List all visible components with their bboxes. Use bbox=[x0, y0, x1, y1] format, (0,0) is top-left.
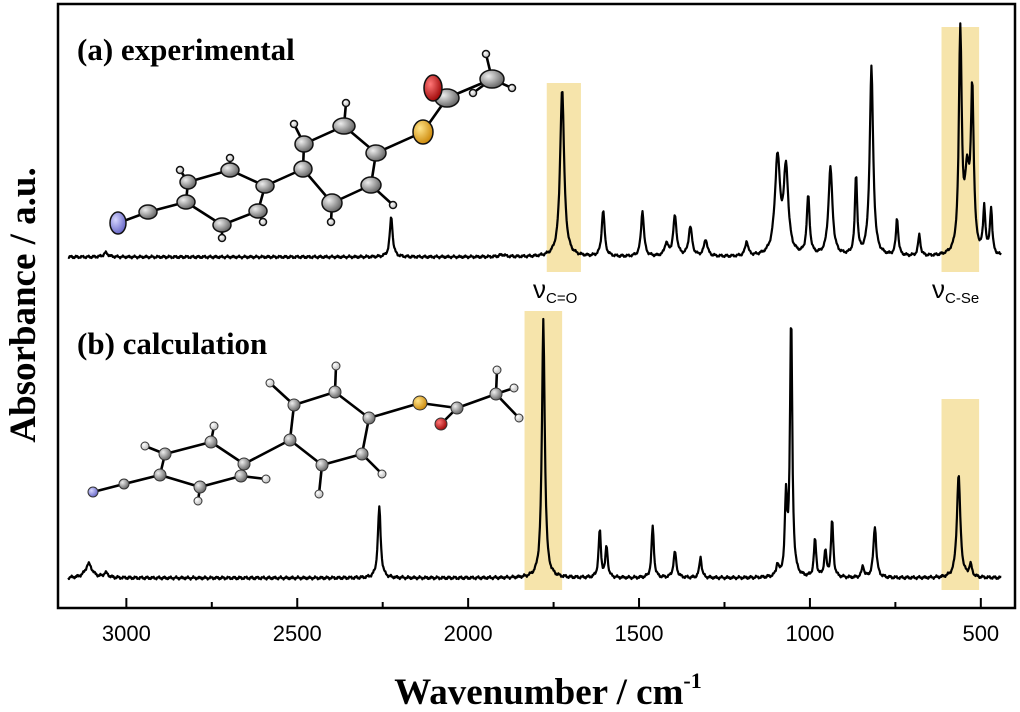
plot-frame bbox=[56, 2, 1017, 610]
x-tick-label: 2500 bbox=[273, 621, 322, 646]
series-title-experimental: (a) experimental bbox=[77, 32, 295, 67]
x-tick-label: 500 bbox=[962, 621, 999, 646]
molecule-structure-experimental bbox=[117, 53, 513, 238]
molecule-atoms-calculation bbox=[87, 361, 524, 506]
highlight-bands bbox=[524, 27, 980, 590]
series-title-calculation: (b) calculation bbox=[77, 326, 267, 361]
annotation-nu-c-o: νC=O bbox=[533, 274, 577, 307]
x-tick-label: 2000 bbox=[444, 621, 493, 646]
x-axis-label-text: Wavenumber / cm bbox=[394, 672, 683, 712]
series-line-experimental bbox=[67, 22, 1002, 260]
molecule-structure-calculation bbox=[92, 365, 520, 502]
series-line-calculation bbox=[67, 317, 1002, 581]
annotation-nu-c-se: νC-Se bbox=[932, 274, 979, 307]
x-tick-label: 1500 bbox=[615, 621, 664, 646]
annotation-nu-c-o-subscript: C=O bbox=[546, 290, 577, 307]
x-axis-label-superscript: -1 bbox=[683, 668, 701, 693]
annotation-nu-c-o-symbol: ν bbox=[533, 274, 546, 304]
x-axis-label: Wavenumber / cm-1 bbox=[394, 668, 701, 712]
molecule-atoms-experimental bbox=[109, 49, 517, 243]
x-tick-label: 3000 bbox=[102, 621, 151, 646]
x-axis-ticks: 3000 2500 2000 1500 1000 500 bbox=[102, 598, 999, 646]
annotation-nu-c-se-symbol: ν bbox=[932, 274, 945, 304]
y-axis-label: Absorbance / a.u. bbox=[3, 167, 44, 442]
annotation-nu-c-se-subscript: C-Se bbox=[945, 290, 979, 307]
x-tick-label: 1000 bbox=[785, 621, 834, 646]
